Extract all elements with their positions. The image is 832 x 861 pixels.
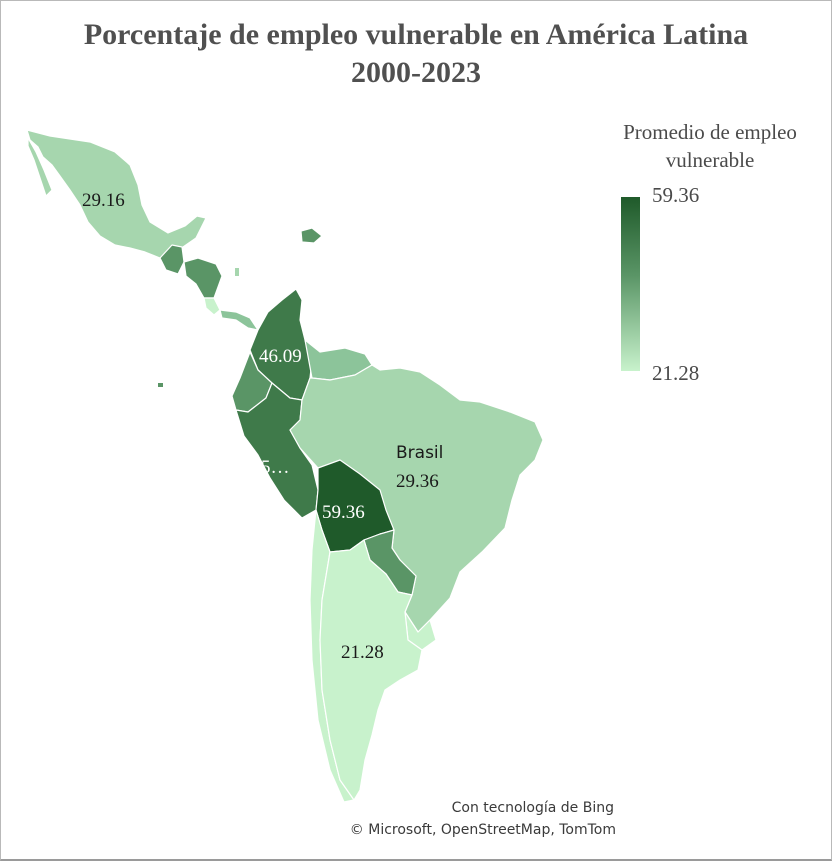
- label-colombia: 46.09: [259, 346, 302, 367]
- legend-title-line2: vulnerable: [604, 146, 816, 174]
- label-argentina: 21.28: [341, 642, 384, 663]
- label-bolivia: 59.36: [322, 502, 365, 523]
- label-mexico: 29.16: [82, 190, 125, 211]
- legend-title-line1: Promedio de empleo: [604, 118, 816, 146]
- label-peru: 5…: [261, 457, 290, 478]
- map-credit-attribution: © Microsoft, OpenStreetMap, TomTom: [350, 822, 616, 838]
- label-brasil-name: Brasil: [396, 443, 443, 463]
- map-credit-bing: Con tecnología de Bing: [452, 800, 614, 816]
- label-brasil: 29.36: [396, 471, 439, 492]
- country-dominican-republic[interactable]: [301, 228, 322, 243]
- island-galapagos: [158, 383, 163, 387]
- legend-min-value: 21.28: [652, 361, 699, 386]
- legend-color-scale: [621, 197, 640, 371]
- country-costa-rica[interactable]: [204, 298, 220, 315]
- country-honduras-nicaragua[interactable]: [184, 258, 222, 298]
- legend-max-value: 59.36: [652, 183, 699, 208]
- legend-title: Promedio de empleo vulnerable: [604, 118, 816, 174]
- country-panama[interactable]: [220, 310, 258, 330]
- island-cuba: [235, 268, 239, 276]
